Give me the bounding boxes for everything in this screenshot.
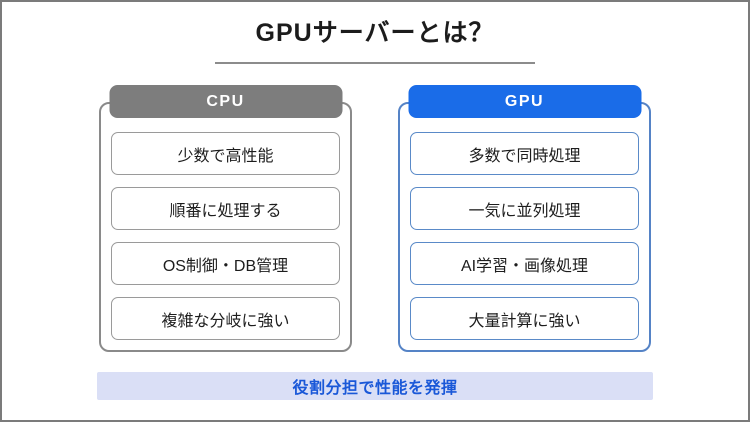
cpu-feature-card: 複雑な分岐に強い	[111, 297, 340, 340]
gpu-feature-card: AI学習・画像処理	[410, 242, 639, 285]
cpu-panel-body: 少数で高性能 順番に処理する OS制御・DB管理 複雑な分岐に強い	[99, 102, 352, 352]
cpu-header-badge: CPU	[109, 85, 342, 118]
page-title: GPUサーバーとは？	[255, 19, 495, 47]
cpu-panel: CPU 少数で高性能 順番に処理する OS制御・DB管理 複雑な分岐に強い	[99, 85, 352, 352]
slide-canvas: GPUサーバーとは？ CPU 少数で高性能 順番に処理する OS制御・DB管理 …	[2, 18, 748, 400]
cpu-feature-card: 少数で高性能	[111, 132, 340, 175]
gpu-feature-card: 多数で同時処理	[410, 132, 639, 175]
cpu-feature-card: OS制御・DB管理	[111, 242, 340, 285]
title-underline	[215, 62, 535, 64]
cpu-feature-card: 順番に処理する	[111, 187, 340, 230]
gpu-panel-body: 多数で同時処理 一気に並列処理 AI学習・画像処理 大量計算に強い	[398, 102, 651, 352]
gpu-feature-card: 一気に並列処理	[410, 187, 639, 230]
gpu-feature-card: 大量計算に強い	[410, 297, 639, 340]
comparison-columns: CPU 少数で高性能 順番に処理する OS制御・DB管理 複雑な分岐に強い GP…	[2, 85, 748, 352]
gpu-panel: GPU 多数で同時処理 一気に並列処理 AI学習・画像処理 大量計算に強い	[398, 85, 651, 352]
gpu-header-badge: GPU	[408, 85, 641, 118]
summary-banner: 役割分担で性能を発揮	[97, 372, 653, 400]
